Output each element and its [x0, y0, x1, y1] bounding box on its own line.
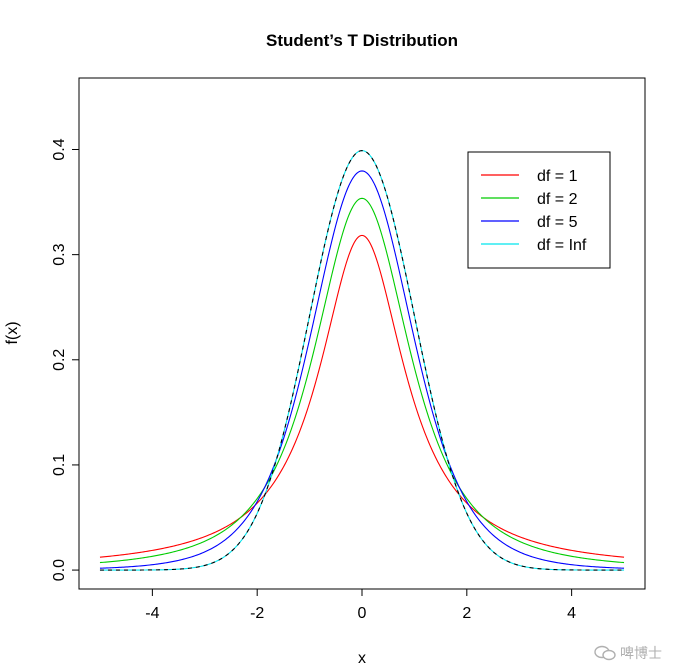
y-tick-label: 0.0	[51, 559, 68, 581]
y-tick-label: 0.2	[51, 349, 68, 371]
x-axis: -4 -2 0 2 4	[145, 588, 576, 622]
y-axis: 0.0 0.1 0.2 0.3 0.4	[51, 138, 80, 581]
legend-label: df = 2	[537, 191, 578, 208]
legend-box	[467, 151, 611, 269]
x-tick-label: 4	[567, 605, 576, 622]
x-tick-label: 2	[462, 605, 471, 622]
wechat-icon	[594, 645, 616, 661]
x-axis-label: x	[358, 650, 366, 667]
legend-label: df = Inf	[537, 237, 587, 254]
chart-title: Student’s T Distribution	[266, 31, 458, 50]
x-tick-label: 0	[358, 605, 367, 622]
legend-label: df = 1	[537, 168, 578, 185]
legend: df = 1 df = 2 df = 5 df = Inf	[467, 151, 611, 269]
series-line-1	[99, 234, 625, 558]
series-line-2	[99, 197, 625, 564]
y-tick-label: 0.1	[51, 454, 68, 476]
legend-label: df = 5	[537, 214, 578, 231]
y-axis-label: f(x)	[4, 321, 21, 344]
y-tick-label: 0.4	[51, 138, 68, 160]
x-tick-label: -2	[250, 605, 264, 622]
watermark-text: 啤博士	[620, 646, 662, 662]
x-tick-label: -4	[145, 605, 159, 622]
watermark: 啤博士	[594, 643, 662, 663]
series-lines	[99, 150, 625, 571]
series-line-5	[99, 170, 625, 569]
y-tick-label: 0.3	[51, 243, 68, 265]
series-line-reference-dashed	[99, 150, 625, 571]
